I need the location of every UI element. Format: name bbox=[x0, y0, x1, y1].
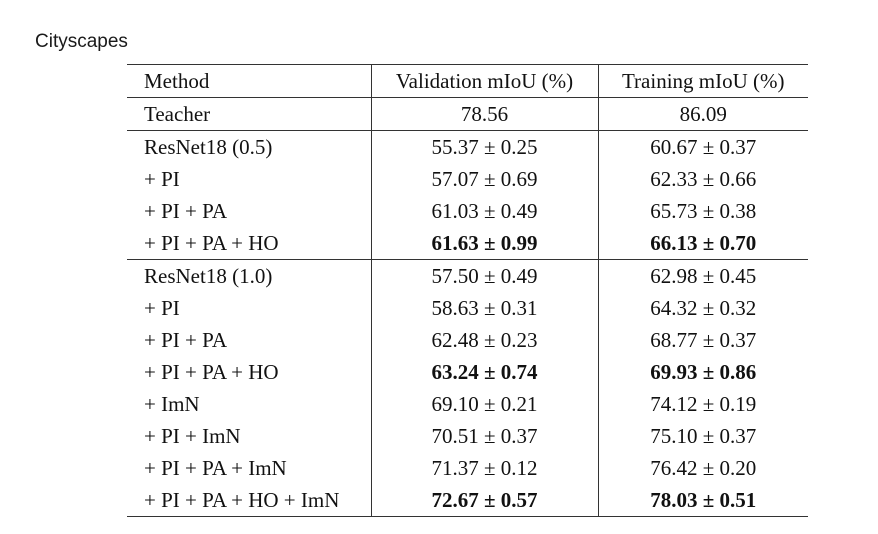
method-cell: + PI bbox=[127, 292, 372, 324]
table-row: ResNet18 (0.5) 55.37 ± 0.25 60.67 ± 0.37 bbox=[127, 130, 808, 163]
header-method: Method bbox=[127, 64, 372, 98]
method-cell: ResNet18 (0.5) bbox=[127, 130, 372, 163]
table-row: Teacher 78.56 86.09 bbox=[127, 97, 808, 131]
table-header-row: Method Validation mIoU (%) Training mIoU… bbox=[127, 64, 808, 98]
training-miou-cell: 68.77 ± 0.37 bbox=[650, 328, 757, 352]
table-row: + PI + ImN 70.51 ± 0.37 75.10 ± 0.37 bbox=[127, 420, 808, 452]
method-cell: + PI + PA + HO bbox=[127, 227, 372, 260]
table-row: + PI + PA + HO + ImN 72.67 ± 0.57 78.03 … bbox=[127, 484, 808, 517]
validation-miou-cell: 61.63 ± 0.99 bbox=[371, 227, 599, 260]
table-row: + PI + PA + HO 61.63 ± 0.99 66.13 ± 0.70 bbox=[127, 227, 808, 260]
training-miou-cell: 65.73 ± 0.38 bbox=[650, 199, 757, 223]
header-training-miou: Training mIoU (%) bbox=[621, 69, 785, 93]
training-miou-cell: 62.33 ± 0.66 bbox=[650, 167, 757, 191]
table-row: ResNet18 (1.0) 57.50 ± 0.49 62.98 ± 0.45 bbox=[127, 259, 808, 292]
table-row: + PI 57.07 ± 0.69 62.33 ± 0.66 bbox=[127, 163, 808, 195]
method-cell: + PI + PA bbox=[127, 324, 372, 356]
training-miou-cell: 74.12 ± 0.19 bbox=[650, 392, 757, 416]
training-miou-cell: 86.09 bbox=[679, 102, 727, 126]
validation-miou-cell: 61.03 ± 0.49 bbox=[371, 195, 599, 227]
table-row: + PI 58.63 ± 0.31 64.32 ± 0.32 bbox=[127, 292, 808, 324]
method-cell: + PI + PA + HO bbox=[127, 356, 372, 388]
training-miou-cell: 75.10 ± 0.37 bbox=[650, 424, 757, 448]
method-cell: + PI + PA bbox=[127, 195, 372, 227]
validation-miou-cell: 70.51 ± 0.37 bbox=[371, 420, 599, 452]
validation-miou-cell: 62.48 ± 0.23 bbox=[371, 324, 599, 356]
table-row: + PI + PA + HO 63.24 ± 0.74 69.93 ± 0.86 bbox=[127, 356, 808, 388]
validation-miou-cell: 78.56 bbox=[371, 97, 599, 131]
method-cell: ResNet18 (1.0) bbox=[127, 259, 372, 292]
training-miou-cell: 69.93 ± 0.86 bbox=[650, 360, 757, 384]
training-miou-cell: 78.03 ± 0.51 bbox=[650, 488, 757, 512]
training-miou-cell: 62.98 ± 0.45 bbox=[650, 264, 757, 288]
validation-miou-cell: 71.37 ± 0.12 bbox=[371, 452, 599, 484]
validation-miou-cell: 69.10 ± 0.21 bbox=[371, 388, 599, 420]
results-table: Method Validation mIoU (%) Training mIoU… bbox=[127, 64, 808, 517]
validation-miou-cell: 63.24 ± 0.74 bbox=[371, 356, 599, 388]
training-miou-cell: 66.13 ± 0.70 bbox=[650, 231, 757, 255]
training-miou-cell: 60.67 ± 0.37 bbox=[650, 135, 757, 159]
validation-miou-cell: 58.63 ± 0.31 bbox=[371, 292, 599, 324]
table-row: + PI + PA + ImN 71.37 ± 0.12 76.42 ± 0.2… bbox=[127, 452, 808, 484]
training-miou-cell: 64.32 ± 0.32 bbox=[650, 296, 757, 320]
validation-miou-cell: 57.07 ± 0.69 bbox=[371, 163, 599, 195]
validation-miou-cell: 57.50 ± 0.49 bbox=[371, 259, 599, 292]
validation-miou-cell: 55.37 ± 0.25 bbox=[371, 130, 599, 163]
validation-miou-cell: 72.67 ± 0.57 bbox=[371, 484, 599, 517]
method-cell: + PI + ImN bbox=[127, 420, 372, 452]
method-cell: + PI + PA + HO + ImN bbox=[127, 484, 372, 517]
method-cell: Teacher bbox=[127, 97, 372, 131]
table-row: + PI + PA 62.48 ± 0.23 68.77 ± 0.37 bbox=[127, 324, 808, 356]
training-miou-cell: 76.42 ± 0.20 bbox=[650, 456, 757, 480]
header-validation-miou: Validation mIoU (%) bbox=[371, 64, 599, 98]
method-cell: + PI bbox=[127, 163, 372, 195]
method-cell: + ImN bbox=[127, 388, 372, 420]
table-row: + ImN 69.10 ± 0.21 74.12 ± 0.19 bbox=[127, 388, 808, 420]
method-cell: + PI + PA + ImN bbox=[127, 452, 372, 484]
table-caption: Cityscapes bbox=[35, 31, 128, 52]
table-row: + PI + PA 61.03 ± 0.49 65.73 ± 0.38 bbox=[127, 195, 808, 227]
